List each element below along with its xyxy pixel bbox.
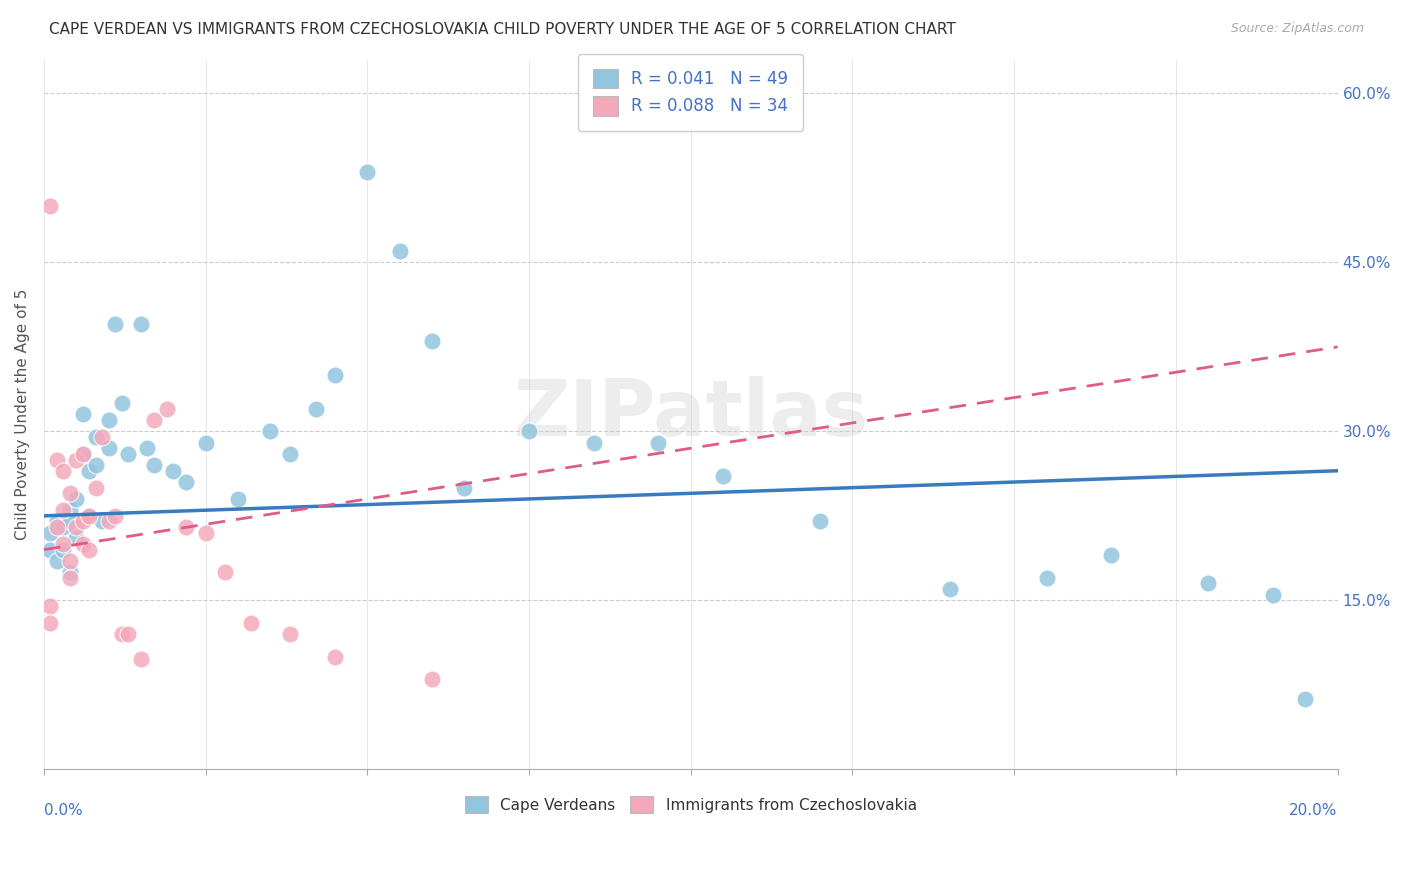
Point <box>65 452 87 467</box>
Point <box>582 435 605 450</box>
Point <box>278 447 301 461</box>
Y-axis label: Child Poverty Under the Age of 5: Child Poverty Under the Age of 5 <box>15 289 30 541</box>
Point <box>808 515 831 529</box>
Point <box>52 503 75 517</box>
Point <box>104 318 127 332</box>
Point <box>323 649 346 664</box>
Point <box>77 542 100 557</box>
Point <box>59 554 82 568</box>
Point <box>84 458 107 472</box>
Point <box>59 486 82 500</box>
Point <box>156 401 179 416</box>
Point <box>239 615 262 630</box>
Point <box>77 508 100 523</box>
Point <box>323 368 346 382</box>
Text: 20.0%: 20.0% <box>1289 804 1337 819</box>
Point <box>59 503 82 517</box>
Point <box>45 554 67 568</box>
Point <box>1035 571 1057 585</box>
Point <box>174 520 197 534</box>
Point <box>72 537 94 551</box>
Point <box>72 447 94 461</box>
Point <box>226 491 249 506</box>
Text: ZIPatlas: ZIPatlas <box>513 376 869 452</box>
Point <box>45 520 67 534</box>
Point <box>938 582 960 596</box>
Point <box>117 447 139 461</box>
Point <box>84 430 107 444</box>
Point <box>117 627 139 641</box>
Point <box>65 532 87 546</box>
Point <box>278 627 301 641</box>
Point <box>420 334 443 349</box>
Point <box>52 464 75 478</box>
Point <box>453 481 475 495</box>
Point <box>142 458 165 472</box>
Point <box>129 318 152 332</box>
Point <box>91 515 114 529</box>
Point <box>194 435 217 450</box>
Point <box>420 672 443 686</box>
Legend: Cape Verdeans, Immigrants from Czechoslovakia: Cape Verdeans, Immigrants from Czechoslo… <box>453 783 929 825</box>
Point <box>45 515 67 529</box>
Point <box>174 475 197 489</box>
Point <box>97 442 120 456</box>
Point <box>97 413 120 427</box>
Point <box>45 452 67 467</box>
Point <box>356 165 378 179</box>
Point <box>104 508 127 523</box>
Point <box>72 447 94 461</box>
Point <box>72 408 94 422</box>
Point <box>59 515 82 529</box>
Point <box>39 599 62 613</box>
Point <box>59 565 82 579</box>
Point <box>52 542 75 557</box>
Text: CAPE VERDEAN VS IMMIGRANTS FROM CZECHOSLOVAKIA CHILD POVERTY UNDER THE AGE OF 5 : CAPE VERDEAN VS IMMIGRANTS FROM CZECHOSL… <box>49 22 956 37</box>
Point <box>259 425 281 439</box>
Point <box>91 430 114 444</box>
Point <box>194 525 217 540</box>
Point <box>59 571 82 585</box>
Point <box>72 515 94 529</box>
Point <box>647 435 669 450</box>
Point <box>1294 692 1316 706</box>
Point <box>52 537 75 551</box>
Point <box>129 652 152 666</box>
Point <box>388 244 411 259</box>
Point <box>1197 576 1219 591</box>
Point <box>214 565 236 579</box>
Point <box>84 481 107 495</box>
Point <box>1099 548 1122 562</box>
Point <box>65 491 87 506</box>
Point <box>77 464 100 478</box>
Point <box>52 520 75 534</box>
Point <box>110 627 132 641</box>
Point <box>39 525 62 540</box>
Point <box>162 464 184 478</box>
Point <box>711 469 734 483</box>
Point <box>39 615 62 630</box>
Point <box>142 413 165 427</box>
Text: 0.0%: 0.0% <box>44 804 83 819</box>
Point <box>110 396 132 410</box>
Point <box>304 401 326 416</box>
Point <box>97 515 120 529</box>
Point <box>517 425 540 439</box>
Point <box>1261 588 1284 602</box>
Text: Source: ZipAtlas.com: Source: ZipAtlas.com <box>1230 22 1364 36</box>
Point <box>65 520 87 534</box>
Point <box>39 199 62 213</box>
Point <box>77 508 100 523</box>
Point <box>39 542 62 557</box>
Point <box>136 442 159 456</box>
